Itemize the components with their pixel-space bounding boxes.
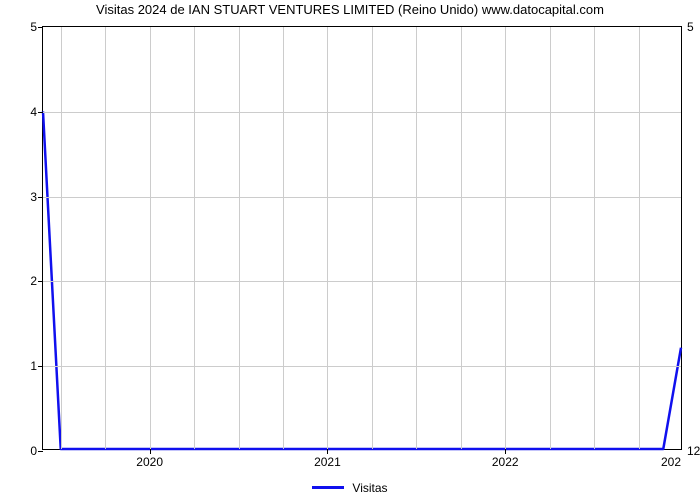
xtick-label: 2021	[314, 449, 341, 469]
plot-area: 012345512202020212022202	[42, 26, 682, 450]
gridline-v-minor	[105, 27, 106, 449]
legend-label: Visitas	[352, 481, 387, 495]
xtick-label: 2020	[136, 449, 163, 469]
gridline-h	[43, 197, 681, 198]
gridline-h	[43, 112, 681, 113]
ytick-right-bottom: 12	[681, 444, 700, 458]
ytick-right-top: 5	[681, 20, 694, 34]
gridline-v-minor	[372, 27, 373, 449]
gridline-v-minor	[239, 27, 240, 449]
xtick-label-last: 202	[661, 449, 681, 469]
gridline-v-minor	[194, 27, 195, 449]
line-layer	[43, 27, 681, 449]
chart-title: Visitas 2024 de IAN STUART VENTURES LIMI…	[0, 2, 700, 17]
gridline-v-minor	[416, 27, 417, 449]
gridline-v-minor	[61, 27, 62, 449]
ytick-label: 5	[30, 20, 43, 34]
gridline-v-major	[505, 27, 506, 449]
gridline-v-minor	[550, 27, 551, 449]
series-line	[43, 111, 681, 449]
xtick-label: 2022	[492, 449, 519, 469]
legend: Visitas	[0, 480, 700, 495]
ytick-label: 0	[30, 444, 43, 458]
ytick-label: 4	[30, 105, 43, 119]
gridline-h	[43, 366, 681, 367]
gridline-v-minor	[283, 27, 284, 449]
ytick-label: 2	[30, 274, 43, 288]
gridline-v-minor	[461, 27, 462, 449]
ytick-label: 1	[30, 359, 43, 373]
gridline-v-minor	[639, 27, 640, 449]
gridline-h	[43, 281, 681, 282]
gridline-v-minor	[594, 27, 595, 449]
legend-swatch	[312, 486, 344, 489]
ytick-label: 3	[30, 190, 43, 204]
gridline-v-major	[150, 27, 151, 449]
gridline-v-major	[327, 27, 328, 449]
